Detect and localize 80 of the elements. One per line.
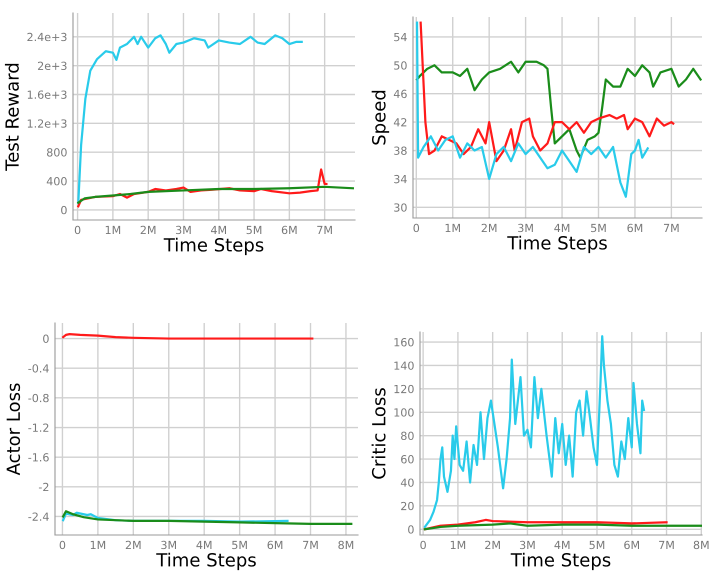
y-tick-label: 50 [394,61,407,70]
y-tick-label: 38 [394,146,407,155]
y-tick-label: -1.2 [28,423,48,432]
x-tick-label: 8M [338,540,354,550]
y-tick-label: 800 [46,148,67,157]
x-tick-label: 3M [161,540,176,550]
x-tick-label: 7M [303,540,318,549]
y-tick-label: 40 [400,478,414,487]
y-tick-label: -0.4 [28,364,49,373]
x-tick-label: 7M [317,226,332,234]
x-tick-label: 3M [520,540,535,550]
y-tick-label: 80 [401,432,414,440]
y-tick-label: 160 [394,338,414,346]
x-tick-label: 2M [126,540,141,549]
x-tick-label: 4M [554,540,570,549]
x-tick-label: 2M [485,540,500,549]
x-tick-label: 7M [659,540,674,549]
y-tick-label: 400 [46,177,67,186]
x-tick-label: 5M [232,540,247,550]
y-axis-title: Critic Loss [372,388,386,479]
y-tick-label: -0.8 [28,394,49,402]
y-tick-label: 60 [401,455,414,464]
line-series [416,22,649,198]
x-tick-label: 0 [413,224,420,232]
y-tick-label: 0 [43,334,49,343]
y-tick-label: -1.6 [28,453,49,462]
x-tick-label: 0 [74,226,80,234]
x-axis-title: Time Steps [164,238,264,256]
x-tick-label: 1M [106,226,120,234]
line-series [77,186,354,204]
x-tick-label: 5M [590,540,604,550]
x-tick-label: 6M [624,540,640,550]
x-tick-label: 6M [268,540,282,550]
x-tick-label: 3M [176,226,191,234]
y-axis-title: Test Reward [4,64,19,171]
x-tick-label: 2M [482,224,496,232]
y-tick-label: -2 [38,482,48,492]
y-tick-label: 54 [394,33,407,42]
x-tick-label: 6M [627,224,642,232]
x-tick-label: 1M [450,540,466,549]
y-tick-label: 1.6e+3 [28,90,67,99]
line-series [420,22,674,162]
y-tick-label: 42 [394,118,406,126]
line-series [77,168,328,208]
y-tick-label: 34 [394,174,407,184]
y-axis-title: Speed [372,90,390,145]
line-series [62,510,352,525]
y-tick-label: 1.2e+3 [28,119,67,128]
x-tick-label: 3M [518,224,533,232]
x-axis-title: Time Steps [507,236,607,254]
x-tick-label: 4M [210,226,226,234]
x-tick-label: 2M [140,226,156,234]
y-tick-label: 100 [394,408,414,417]
y-tick-label: 2.4e+3 [27,32,67,42]
y-tick-label: 140 [394,361,414,370]
x-tick-label: 7M [664,224,679,232]
x-tick-label: 5M [246,226,262,234]
x-axis-title: Time Steps [510,552,610,570]
x-tick-label: 1M [90,540,106,549]
x-tick-label: 5M [591,224,606,232]
y-tick-label: 20 [401,502,414,510]
line-series [416,60,702,159]
x-tick-label: 6M [282,226,297,234]
x-tick-label: 4M [554,224,570,232]
line-series [424,335,646,528]
x-tick-label: 8M [694,540,709,550]
y-tick-label: 30 [394,203,407,212]
y-tick-label: 0 [61,206,67,214]
y-tick-label: 46 [394,90,407,98]
line-series [77,34,303,204]
line-series [424,518,668,530]
x-axis-title: Time Steps [156,552,256,570]
x-tick-label: 0 [420,540,426,550]
y-tick-label: 2e+3 [38,62,67,70]
x-tick-label: 4M [196,540,212,549]
y-tick-label: 0 [408,525,414,534]
y-tick-label: 120 [394,384,414,394]
x-tick-label: 1M [446,224,460,232]
y-tick-label: -2.4 [28,512,49,521]
y-axis-title: Actor Loss [6,383,20,476]
